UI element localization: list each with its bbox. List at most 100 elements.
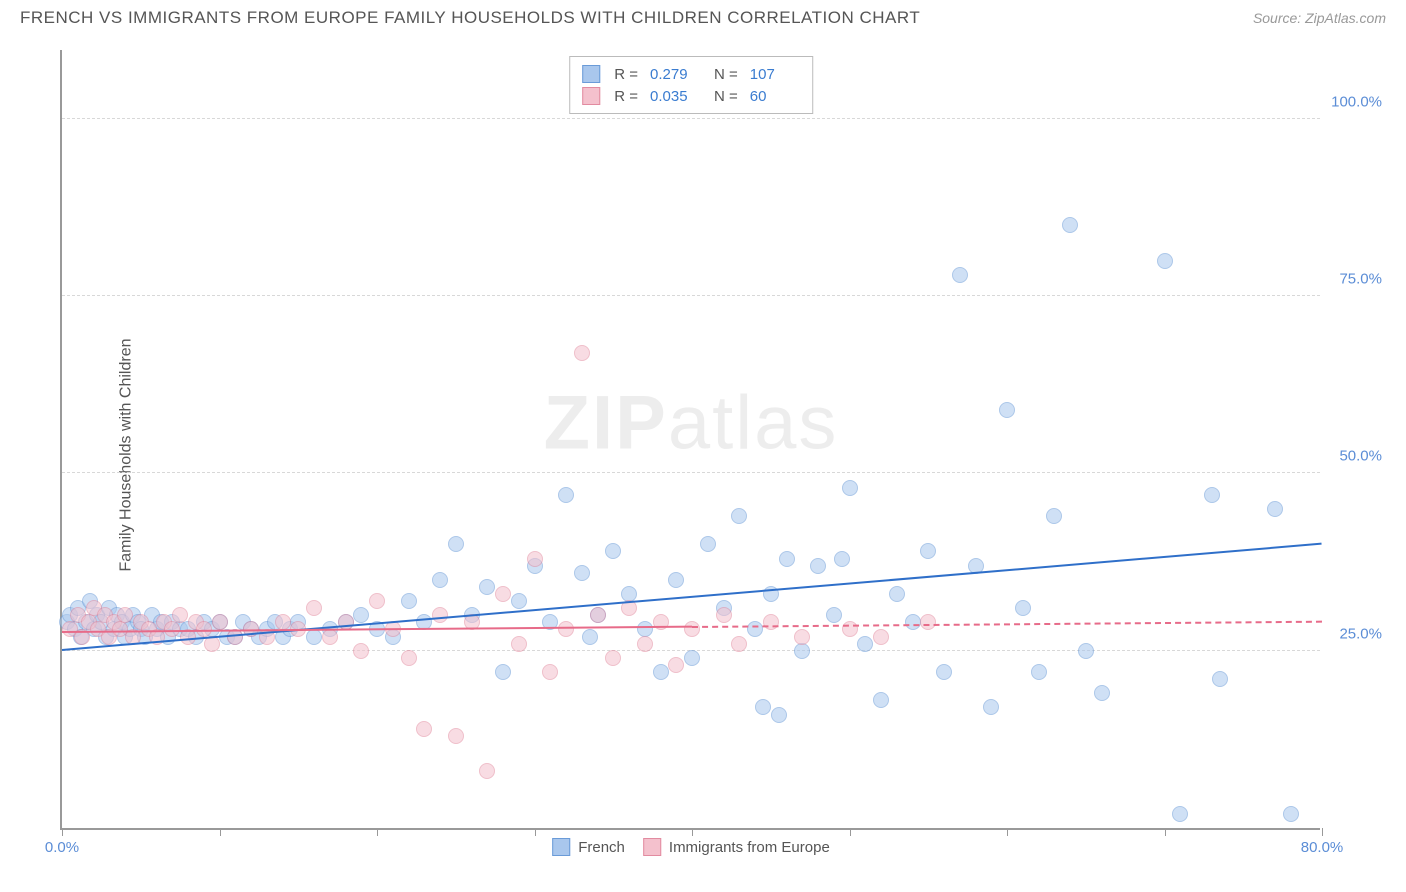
scatter-point bbox=[172, 607, 188, 623]
scatter-point bbox=[401, 650, 417, 666]
scatter-point bbox=[747, 621, 763, 637]
scatter-point bbox=[322, 629, 338, 645]
scatter-point bbox=[1212, 671, 1228, 687]
scatter-point bbox=[810, 558, 826, 574]
scatter-point bbox=[794, 629, 810, 645]
legend-swatch bbox=[643, 838, 661, 856]
scatter-point bbox=[558, 487, 574, 503]
scatter-point bbox=[763, 614, 779, 630]
scatter-point bbox=[668, 657, 684, 673]
scatter-point bbox=[542, 664, 558, 680]
scatter-point bbox=[495, 664, 511, 680]
scatter-point bbox=[416, 721, 432, 737]
scatter-point bbox=[432, 572, 448, 588]
scatter-point bbox=[842, 480, 858, 496]
scatter-point bbox=[716, 607, 732, 623]
chart-container: Family Households with Children ZIPatlas… bbox=[20, 40, 1386, 870]
scatter-point bbox=[558, 621, 574, 637]
scatter-point bbox=[1031, 664, 1047, 680]
scatter-point bbox=[605, 543, 621, 559]
scatter-point bbox=[779, 551, 795, 567]
legend-stat-row: R =0.035N =60 bbox=[582, 85, 800, 107]
scatter-point bbox=[479, 579, 495, 595]
scatter-point bbox=[401, 593, 417, 609]
scatter-point bbox=[432, 607, 448, 623]
scatter-point bbox=[448, 536, 464, 552]
scatter-point bbox=[479, 763, 495, 779]
legend-swatch bbox=[582, 65, 600, 83]
legend-item: French bbox=[552, 838, 625, 856]
scatter-point bbox=[1062, 217, 1078, 233]
scatter-point bbox=[574, 565, 590, 581]
x-tick-label: 0.0% bbox=[45, 839, 79, 856]
scatter-point bbox=[920, 543, 936, 559]
n-label: N = bbox=[714, 88, 738, 105]
scatter-point bbox=[275, 614, 291, 630]
n-value: 107 bbox=[750, 66, 800, 83]
legend-label: Immigrants from Europe bbox=[669, 839, 830, 856]
scatter-point bbox=[511, 593, 527, 609]
scatter-point bbox=[889, 586, 905, 602]
scatter-point bbox=[731, 636, 747, 652]
n-label: N = bbox=[714, 66, 738, 83]
grid-line bbox=[62, 118, 1320, 119]
scatter-point bbox=[653, 664, 669, 680]
scatter-point bbox=[511, 636, 527, 652]
watermark-bold: ZIP bbox=[544, 381, 668, 466]
scatter-point bbox=[582, 629, 598, 645]
scatter-point bbox=[1267, 501, 1283, 517]
scatter-point bbox=[574, 345, 590, 361]
y-tick-label: 50.0% bbox=[1327, 448, 1382, 465]
scatter-point bbox=[731, 508, 747, 524]
x-tick bbox=[1322, 828, 1323, 836]
x-tick bbox=[62, 828, 63, 836]
scatter-point bbox=[755, 699, 771, 715]
x-tick bbox=[220, 828, 221, 836]
scatter-point bbox=[1157, 253, 1173, 269]
r-label: R = bbox=[614, 66, 638, 83]
legend-label: French bbox=[578, 839, 625, 856]
grid-line bbox=[62, 472, 1320, 473]
n-value: 60 bbox=[750, 88, 800, 105]
watermark-rest: atlas bbox=[668, 381, 839, 466]
scatter-point bbox=[999, 402, 1015, 418]
y-tick-label: 25.0% bbox=[1327, 625, 1382, 642]
chart-title: FRENCH VS IMMIGRANTS FROM EUROPE FAMILY … bbox=[20, 8, 920, 28]
scatter-point bbox=[873, 692, 889, 708]
x-tick bbox=[535, 828, 536, 836]
scatter-point bbox=[1046, 508, 1062, 524]
r-label: R = bbox=[614, 88, 638, 105]
scatter-point bbox=[920, 614, 936, 630]
scatter-point bbox=[527, 551, 543, 567]
scatter-point bbox=[212, 614, 228, 630]
r-value: 0.279 bbox=[650, 66, 700, 83]
y-tick-label: 75.0% bbox=[1327, 271, 1382, 288]
grid-line bbox=[62, 295, 1320, 296]
scatter-point bbox=[700, 536, 716, 552]
scatter-point bbox=[306, 629, 322, 645]
scatter-point bbox=[952, 267, 968, 283]
series-legend: French Immigrants from Europe bbox=[552, 838, 830, 856]
source-attribution: Source: ZipAtlas.com bbox=[1253, 10, 1386, 26]
scatter-point bbox=[1204, 487, 1220, 503]
scatter-point bbox=[605, 650, 621, 666]
scatter-point bbox=[306, 600, 322, 616]
legend-stat-row: R = 0.279 N = 107 bbox=[582, 63, 800, 85]
watermark: ZIPatlas bbox=[544, 380, 839, 467]
legend-swatch bbox=[552, 838, 570, 856]
scatter-point bbox=[771, 707, 787, 723]
scatter-point bbox=[590, 607, 606, 623]
scatter-point bbox=[1094, 685, 1110, 701]
scatter-point bbox=[873, 629, 889, 645]
x-tick bbox=[692, 828, 693, 836]
scatter-point bbox=[684, 621, 700, 637]
scatter-point bbox=[905, 614, 921, 630]
scatter-point bbox=[117, 607, 133, 623]
x-tick-label: 80.0% bbox=[1301, 839, 1344, 856]
scatter-point bbox=[1172, 806, 1188, 822]
scatter-point bbox=[826, 607, 842, 623]
x-tick bbox=[850, 828, 851, 836]
scatter-point bbox=[1078, 643, 1094, 659]
scatter-point bbox=[637, 636, 653, 652]
trend-line bbox=[692, 620, 1322, 627]
